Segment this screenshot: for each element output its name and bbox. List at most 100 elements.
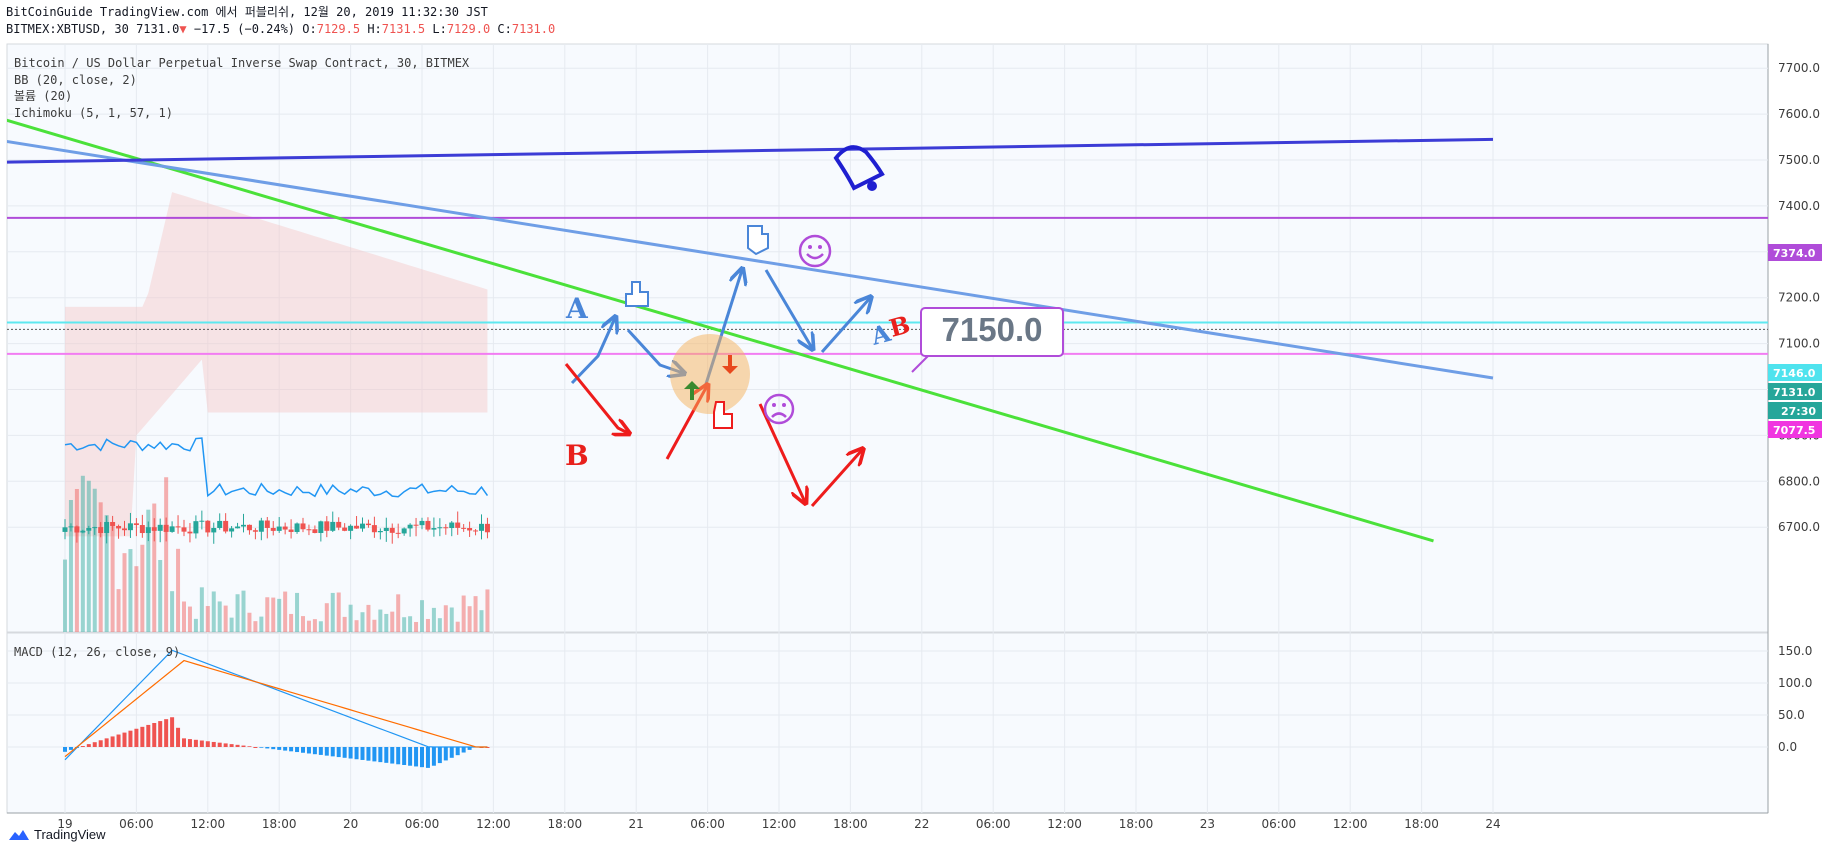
candle-body	[354, 525, 360, 529]
ichimoku-cloud	[65, 192, 488, 537]
macd-histogram-bar	[193, 739, 198, 747]
candle-body	[395, 532, 401, 534]
main-pane[interactable]	[6, 43, 1769, 633]
high-label: H:	[367, 22, 382, 36]
volume-bar	[80, 475, 85, 632]
low-value: 7129.0	[446, 22, 491, 36]
volume-bar	[247, 612, 252, 632]
macd-histogram-bar	[122, 732, 127, 747]
macd-histogram-bar	[390, 747, 395, 764]
candle-body	[199, 520, 205, 522]
signal-line	[64, 659, 488, 758]
candle-body	[288, 529, 294, 532]
hand-pointer-icon	[747, 225, 769, 256]
candle-body	[217, 520, 223, 528]
macd-histogram-bar	[92, 742, 97, 747]
price-callout: 7150.0	[920, 307, 1064, 357]
time-axis[interactable]: 19 06:00 12:00 18:00 20 06:00 12:00 18:00 21 06:0…	[57, 817, 1500, 831]
price-axis[interactable]: 6700.06800.06900.07000.07100.07200.07300…	[1778, 61, 1820, 534]
macd-histogram-bar	[467, 747, 472, 750]
grid	[7, 44, 1768, 813]
macd-pane[interactable]	[6, 632, 1769, 814]
volume-bar	[301, 616, 305, 632]
candle-body	[86, 527, 92, 531]
volume-bar	[253, 621, 258, 632]
macd-histogram-bar	[80, 746, 85, 747]
macd-histogram-bar	[443, 747, 448, 761]
candle-body	[401, 528, 407, 534]
volume-bar	[318, 621, 323, 632]
volume-bar	[485, 589, 490, 632]
candle-body	[461, 527, 467, 529]
candle-body	[175, 526, 181, 528]
volume-bar	[199, 587, 204, 632]
volume-bar	[283, 591, 288, 632]
volume-bar	[193, 618, 198, 632]
macd-histogram-bar	[164, 719, 169, 747]
macd-axis: 150.0 100.0 50.0 0.0	[1778, 644, 1812, 754]
footer-brand[interactable]: TradingView	[8, 827, 106, 842]
volume-bar	[98, 502, 103, 632]
volume-bar	[324, 603, 329, 632]
candle-body	[104, 521, 110, 534]
macd-histogram-bar	[152, 723, 157, 747]
macd-histogram-bar	[306, 747, 311, 754]
volume-bar	[170, 591, 175, 632]
macd-histogram-bar	[140, 726, 145, 747]
chart-title: Bitcoin / US Dollar Perpetual Inverse Sw…	[14, 56, 470, 70]
volume-bar	[63, 559, 67, 632]
trendline-green	[7, 118, 1434, 543]
time-tick-label: 12:00	[191, 817, 226, 831]
volume-bar	[152, 503, 157, 632]
macd-histogram-bar	[229, 744, 234, 747]
candle-body	[169, 526, 175, 532]
hand-pointer-icon	[625, 281, 649, 307]
macd-histogram-bar	[354, 747, 359, 760]
candle-body	[98, 527, 104, 534]
down-arrow-icon	[722, 355, 738, 374]
macd-histogram-bar	[170, 717, 175, 747]
blue-arrow-a1	[570, 318, 615, 385]
candle-body	[92, 527, 98, 529]
trendlines	[7, 118, 1494, 543]
macd-histogram-bar	[414, 747, 419, 767]
high-value: 7131.5	[381, 22, 426, 36]
time-tick-label: 24	[1485, 817, 1500, 831]
candle-body	[270, 527, 276, 531]
volume-bar	[241, 590, 246, 632]
volume-bar	[360, 612, 365, 632]
candle-body	[371, 525, 377, 533]
candle-body	[122, 528, 127, 531]
time-tick-label: 23	[1200, 817, 1215, 831]
volume-bar	[420, 600, 424, 632]
candle-body	[467, 528, 473, 531]
macd-histogram-bar	[199, 740, 204, 747]
publish-info: BitCoinGuide TradingView.com 에서 퍼블리쉬, 12…	[6, 5, 488, 19]
volume-bar	[431, 607, 436, 632]
red-arrow-b3	[758, 403, 805, 502]
candle-body	[300, 523, 306, 530]
trendline-light-blue	[7, 139, 1494, 380]
macd-histogram-bar	[360, 747, 365, 760]
svg-text:7077.5: 7077.5	[1773, 424, 1815, 437]
macd-histogram-bar	[253, 747, 258, 748]
volume-bar	[217, 601, 222, 632]
candle-body	[330, 521, 336, 531]
time-tick-label: 18:00	[833, 817, 868, 831]
macd-histogram-bar	[223, 743, 228, 747]
candle-body	[163, 524, 169, 532]
svg-text:7374.0: 7374.0	[1773, 247, 1816, 260]
volume-bar	[330, 592, 335, 632]
volume-bar	[146, 509, 151, 632]
macd-histogram-bar	[324, 747, 329, 756]
macd-histogram-bar	[336, 747, 341, 758]
volume-bar	[467, 606, 472, 632]
macd-histogram-bar	[63, 747, 67, 752]
time-tick-label: 06:00	[405, 817, 440, 831]
candle-body	[324, 521, 330, 531]
candle-body	[145, 527, 151, 534]
macd-histogram-bar	[146, 724, 151, 747]
macd-histogram-bar	[431, 747, 436, 766]
volume-bar	[182, 601, 186, 632]
